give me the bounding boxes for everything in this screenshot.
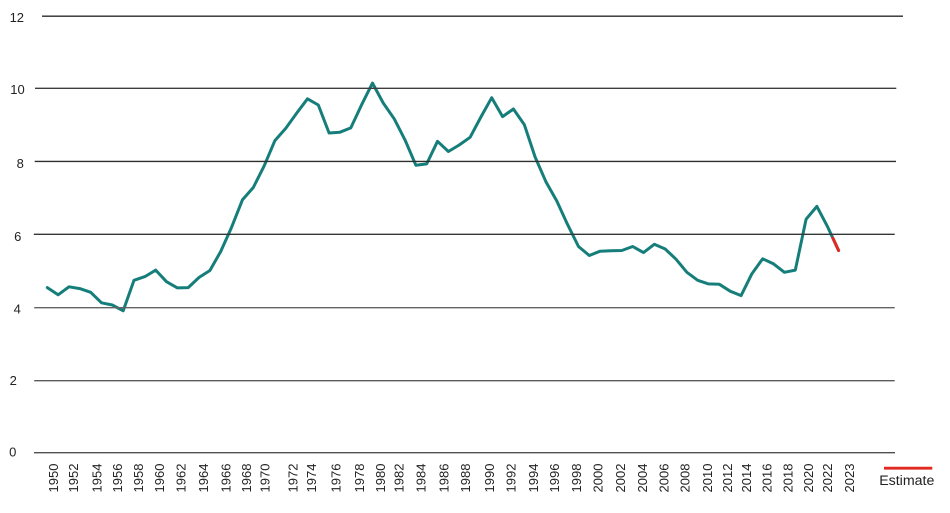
svg-text:1978: 1978 [352,464,367,493]
svg-text:2016: 2016 [759,464,774,493]
svg-text:1996: 1996 [547,464,562,493]
svg-text:2022: 2022 [820,464,835,493]
svg-text:1966: 1966 [218,464,233,493]
svg-text:1980: 1980 [373,464,388,493]
svg-text:1956: 1956 [110,464,125,493]
svg-text:0: 0 [9,445,16,460]
svg-text:2000: 2000 [591,464,606,493]
svg-text:1998: 1998 [569,464,584,493]
svg-text:6: 6 [14,229,21,244]
svg-text:4: 4 [14,302,21,317]
svg-text:2014: 2014 [739,464,754,493]
svg-text:1970: 1970 [257,464,272,493]
svg-text:2012: 2012 [720,464,735,493]
svg-text:2023: 2023 [842,464,857,493]
svg-text:2020: 2020 [801,464,816,493]
svg-text:1952: 1952 [66,464,81,493]
svg-text:1976: 1976 [329,464,344,493]
svg-text:Estimate: Estimate [879,473,934,489]
svg-text:1962: 1962 [173,464,188,493]
svg-text:1982: 1982 [392,464,407,493]
svg-text:1992: 1992 [504,464,519,493]
svg-text:1960: 1960 [152,464,167,493]
svg-text:1950: 1950 [46,464,61,493]
svg-text:2008: 2008 [678,464,693,493]
svg-text:1994: 1994 [526,464,541,493]
svg-text:1968: 1968 [239,464,254,493]
svg-text:2010: 2010 [700,464,715,493]
svg-text:1954: 1954 [90,464,105,493]
svg-text:12: 12 [10,10,24,25]
svg-text:1964: 1964 [196,464,211,493]
svg-text:1958: 1958 [131,464,146,493]
svg-text:2004: 2004 [635,464,650,493]
svg-text:1974: 1974 [304,464,319,493]
svg-text:1990: 1990 [482,464,497,493]
svg-text:2018: 2018 [781,464,796,493]
svg-text:1988: 1988 [458,464,473,493]
svg-text:1972: 1972 [286,464,301,493]
svg-text:8: 8 [17,156,24,171]
svg-text:2006: 2006 [656,464,671,493]
svg-text:2002: 2002 [613,464,628,493]
svg-text:2: 2 [10,373,17,388]
svg-text:10: 10 [10,82,24,97]
svg-text:1986: 1986 [436,464,451,493]
svg-text:1984: 1984 [413,464,428,493]
